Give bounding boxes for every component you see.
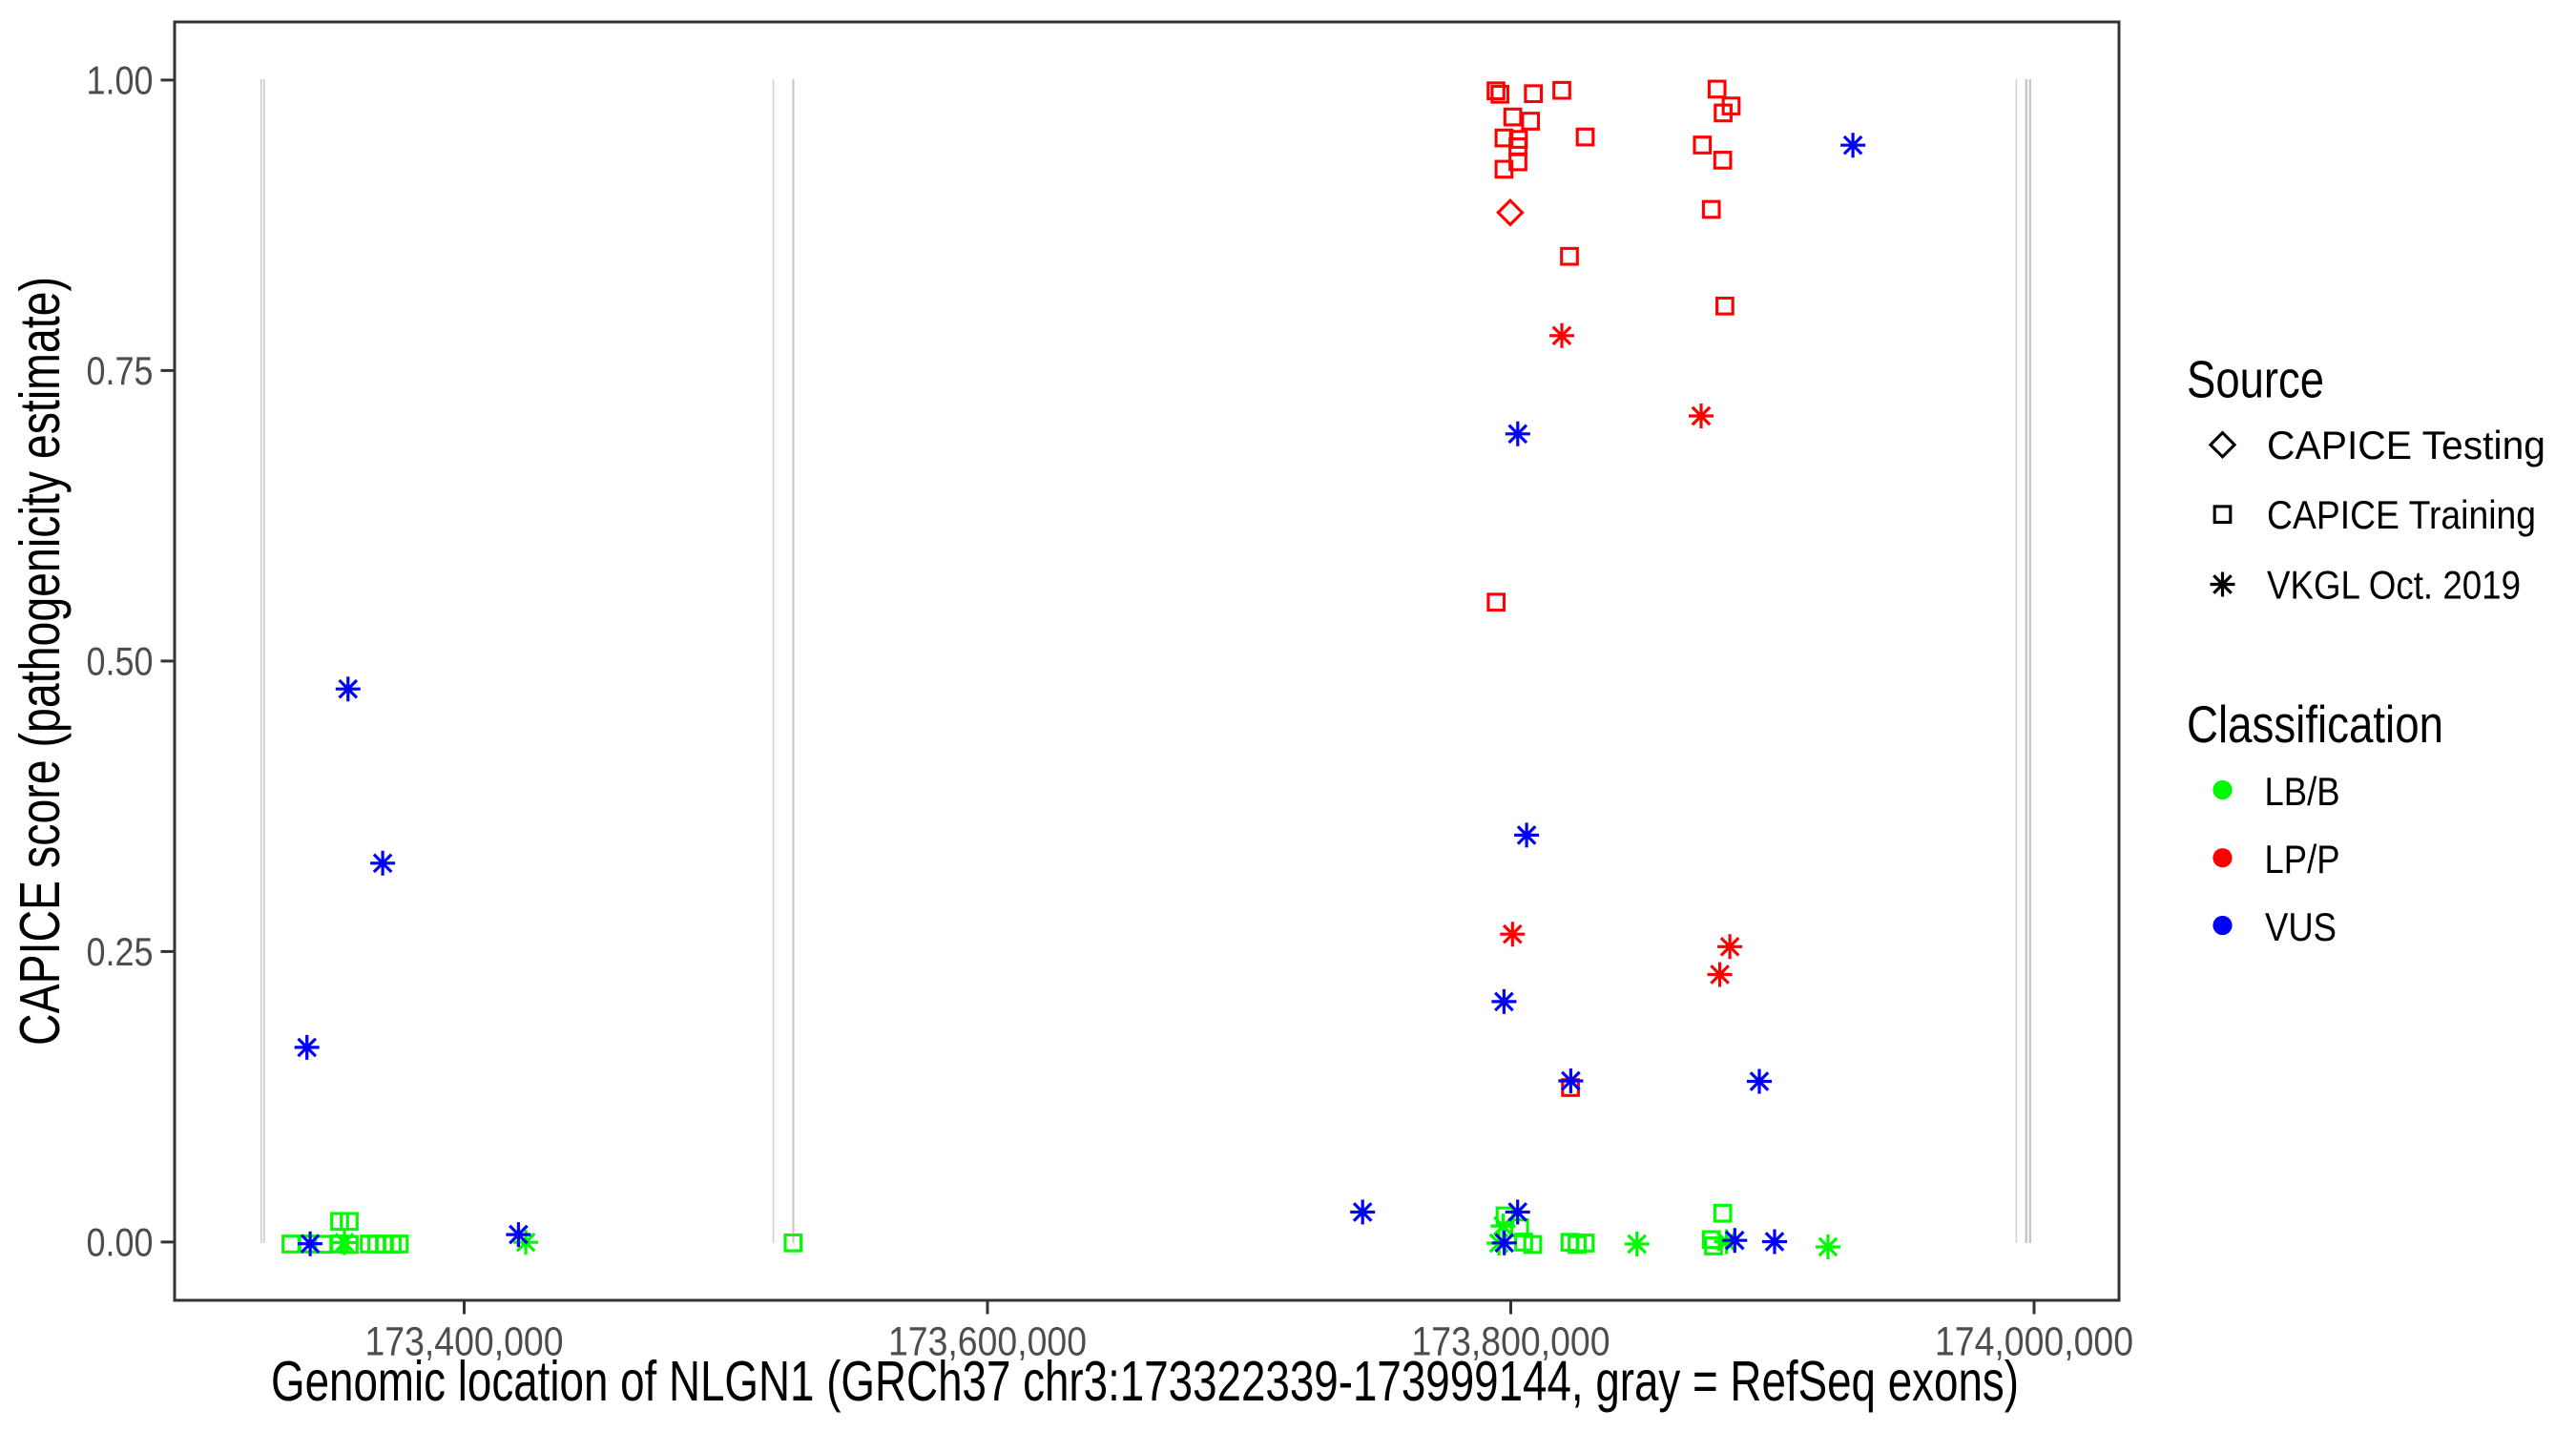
svg-text:CAPICE score (pathogenicity es: CAPICE score (pathogenicity estimate) xyxy=(9,277,72,1046)
svg-text:VKGL Oct. 2019: VKGL Oct. 2019 xyxy=(2267,563,2521,608)
svg-text:Source: Source xyxy=(2187,350,2324,409)
svg-text:CAPICE Testing: CAPICE Testing xyxy=(2267,423,2545,467)
svg-text:1.00: 1.00 xyxy=(87,58,154,103)
svg-text:Genomic location of NLGN1 (GRC: Genomic location of NLGN1 (GRCh37 chr3:1… xyxy=(271,1350,2019,1413)
svg-text:CAPICE Training: CAPICE Training xyxy=(2267,492,2536,537)
svg-text:173,600,000: 173,600,000 xyxy=(888,1319,1087,1365)
svg-text:174,000,000: 174,000,000 xyxy=(1935,1319,2133,1365)
svg-text:0.50: 0.50 xyxy=(87,639,154,684)
svg-text:Classification: Classification xyxy=(2187,695,2443,754)
svg-text:173,400,000: 173,400,000 xyxy=(365,1319,564,1365)
svg-text:VUS: VUS xyxy=(2265,904,2337,949)
svg-text:0.25: 0.25 xyxy=(87,929,154,974)
svg-text:0.00: 0.00 xyxy=(87,1220,154,1265)
svg-text:173,800,000: 173,800,000 xyxy=(1412,1319,1610,1365)
svg-text:0.75: 0.75 xyxy=(87,348,154,393)
svg-text:LB/B: LB/B xyxy=(2265,769,2340,814)
svg-text:LP/P: LP/P xyxy=(2265,837,2340,881)
